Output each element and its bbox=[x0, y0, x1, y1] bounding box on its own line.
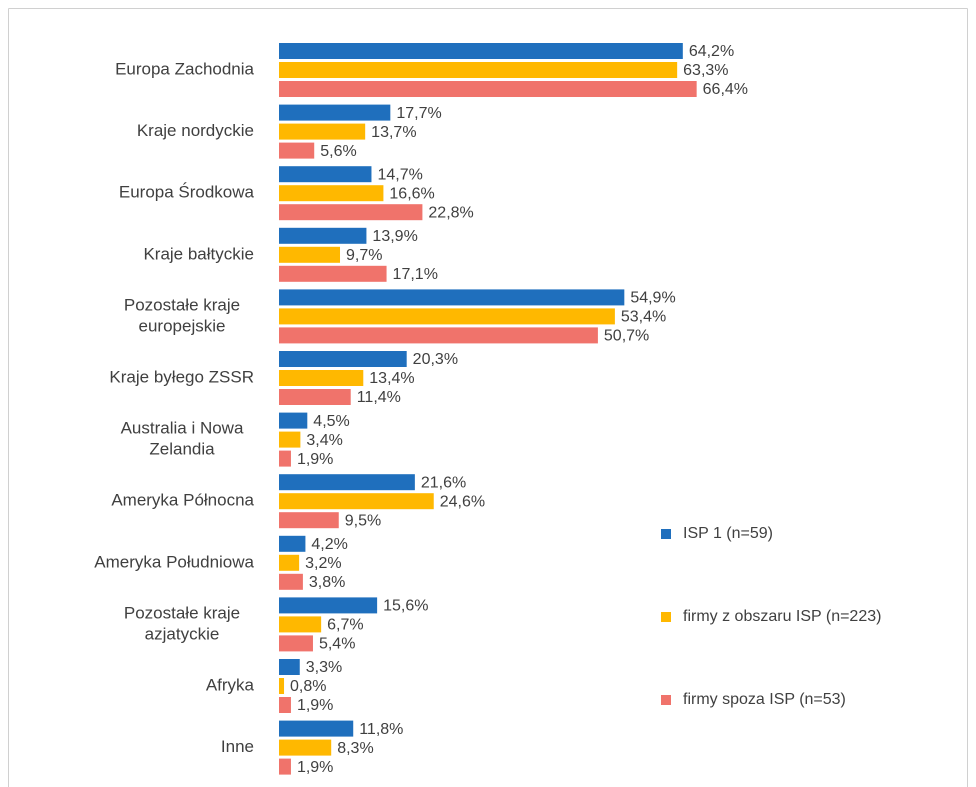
category-label: Europa Zachodnia bbox=[115, 59, 254, 78]
value-label: 5,6% bbox=[320, 143, 356, 160]
value-label: 54,9% bbox=[630, 290, 675, 307]
legend-swatch bbox=[661, 529, 671, 539]
value-label: 13,7% bbox=[371, 124, 416, 141]
category-label: Kraje nordyckie bbox=[137, 121, 254, 140]
value-label: 16,6% bbox=[389, 185, 434, 202]
legend-label: firmy spoza ISP (n=53) bbox=[683, 691, 846, 708]
value-label: 0,8% bbox=[290, 678, 326, 695]
value-label: 13,4% bbox=[369, 370, 414, 387]
value-label: 53,4% bbox=[621, 309, 666, 326]
bar bbox=[279, 493, 434, 510]
value-label: 17,1% bbox=[393, 266, 438, 283]
bar bbox=[279, 81, 697, 97]
bar bbox=[279, 123, 366, 140]
bar bbox=[279, 697, 291, 713]
category-label-line: Australia i Nowa bbox=[121, 419, 244, 438]
bar bbox=[279, 635, 313, 652]
value-label: 66,4% bbox=[703, 81, 748, 98]
bar bbox=[279, 289, 625, 306]
bar bbox=[279, 573, 303, 590]
value-label: 13,9% bbox=[372, 228, 417, 245]
bar bbox=[279, 616, 322, 633]
bar bbox=[279, 204, 423, 221]
bar bbox=[279, 351, 407, 367]
category-label: Kraje bałtyckie bbox=[143, 244, 254, 263]
bar bbox=[279, 474, 415, 491]
bar bbox=[279, 597, 378, 614]
value-label: 1,9% bbox=[297, 451, 333, 468]
category-label: Inne bbox=[221, 737, 254, 756]
category-label-line: azjatyckie bbox=[145, 625, 220, 644]
bar bbox=[279, 739, 332, 756]
value-label: 11,4% bbox=[357, 389, 401, 406]
value-label: 6,7% bbox=[327, 617, 363, 634]
category-label: Kraje byłego ZSSR bbox=[109, 367, 254, 386]
bar bbox=[279, 166, 372, 183]
category-label: Pozostałe kraje azjatyckie bbox=[124, 604, 240, 644]
value-label: 11,8% bbox=[359, 721, 403, 738]
value-label: 3,8% bbox=[309, 574, 345, 591]
value-label: 9,7% bbox=[346, 247, 382, 264]
category-label: Ameryka Północna bbox=[111, 491, 254, 510]
bar bbox=[279, 142, 315, 159]
value-label: 17,7% bbox=[396, 105, 441, 122]
value-label: 14,7% bbox=[377, 166, 422, 183]
value-label: 24,6% bbox=[440, 493, 485, 510]
bar bbox=[279, 327, 598, 344]
value-label: 9,5% bbox=[345, 512, 381, 529]
category-label: Australia i Nowa Zelandia bbox=[121, 419, 244, 459]
bar bbox=[279, 678, 285, 694]
value-label: 3,2% bbox=[305, 555, 341, 572]
category-label-line: europejskie bbox=[139, 317, 226, 336]
bar bbox=[279, 104, 391, 121]
value-label: 5,4% bbox=[319, 636, 355, 653]
value-label: 1,9% bbox=[297, 697, 333, 714]
legend-swatch bbox=[661, 612, 671, 622]
bar bbox=[279, 265, 387, 282]
bar bbox=[279, 227, 367, 244]
value-label: 8,3% bbox=[337, 740, 373, 757]
category-label: Europa Środkowa bbox=[119, 183, 255, 202]
value-label: 4,5% bbox=[313, 413, 349, 430]
value-label: 3,4% bbox=[306, 432, 342, 449]
bar bbox=[279, 554, 300, 571]
bar bbox=[279, 720, 354, 737]
value-label: 4,2% bbox=[311, 536, 347, 553]
category-label: Pozostałe kraje europejskie bbox=[124, 296, 240, 336]
value-label: 50,7% bbox=[604, 328, 649, 345]
value-label: 63,3% bbox=[683, 62, 728, 79]
bar bbox=[279, 370, 364, 386]
category-label-line: Zelandia bbox=[149, 440, 215, 459]
value-label: 1,9% bbox=[297, 759, 333, 776]
bar bbox=[279, 535, 306, 552]
bar bbox=[279, 659, 300, 675]
legend-label: firmy z obszaru ISP (n=223) bbox=[683, 608, 881, 625]
bar bbox=[279, 246, 341, 263]
value-label: 15,6% bbox=[383, 598, 428, 615]
category-label-line: Pozostałe kraje bbox=[124, 604, 240, 623]
bar bbox=[279, 43, 683, 59]
bar bbox=[279, 412, 308, 429]
bar bbox=[279, 758, 291, 775]
value-label: 21,6% bbox=[421, 474, 466, 491]
category-label-line: Pozostałe kraje bbox=[124, 296, 240, 315]
bar bbox=[279, 308, 615, 325]
bar bbox=[279, 431, 301, 448]
value-label: 22,8% bbox=[428, 204, 473, 221]
bar bbox=[279, 62, 678, 78]
bar bbox=[279, 389, 351, 405]
bar bbox=[279, 450, 291, 467]
bar bbox=[279, 185, 384, 202]
value-label: 64,2% bbox=[689, 43, 734, 60]
legend-swatch bbox=[661, 695, 671, 705]
legend-label: ISP 1 (n=59) bbox=[683, 525, 773, 542]
value-label: 3,3% bbox=[306, 659, 342, 676]
bar bbox=[279, 512, 339, 529]
category-label: Afryka bbox=[206, 675, 255, 694]
category-label: Ameryka Południowa bbox=[94, 552, 254, 571]
value-label: 20,3% bbox=[413, 351, 458, 368]
